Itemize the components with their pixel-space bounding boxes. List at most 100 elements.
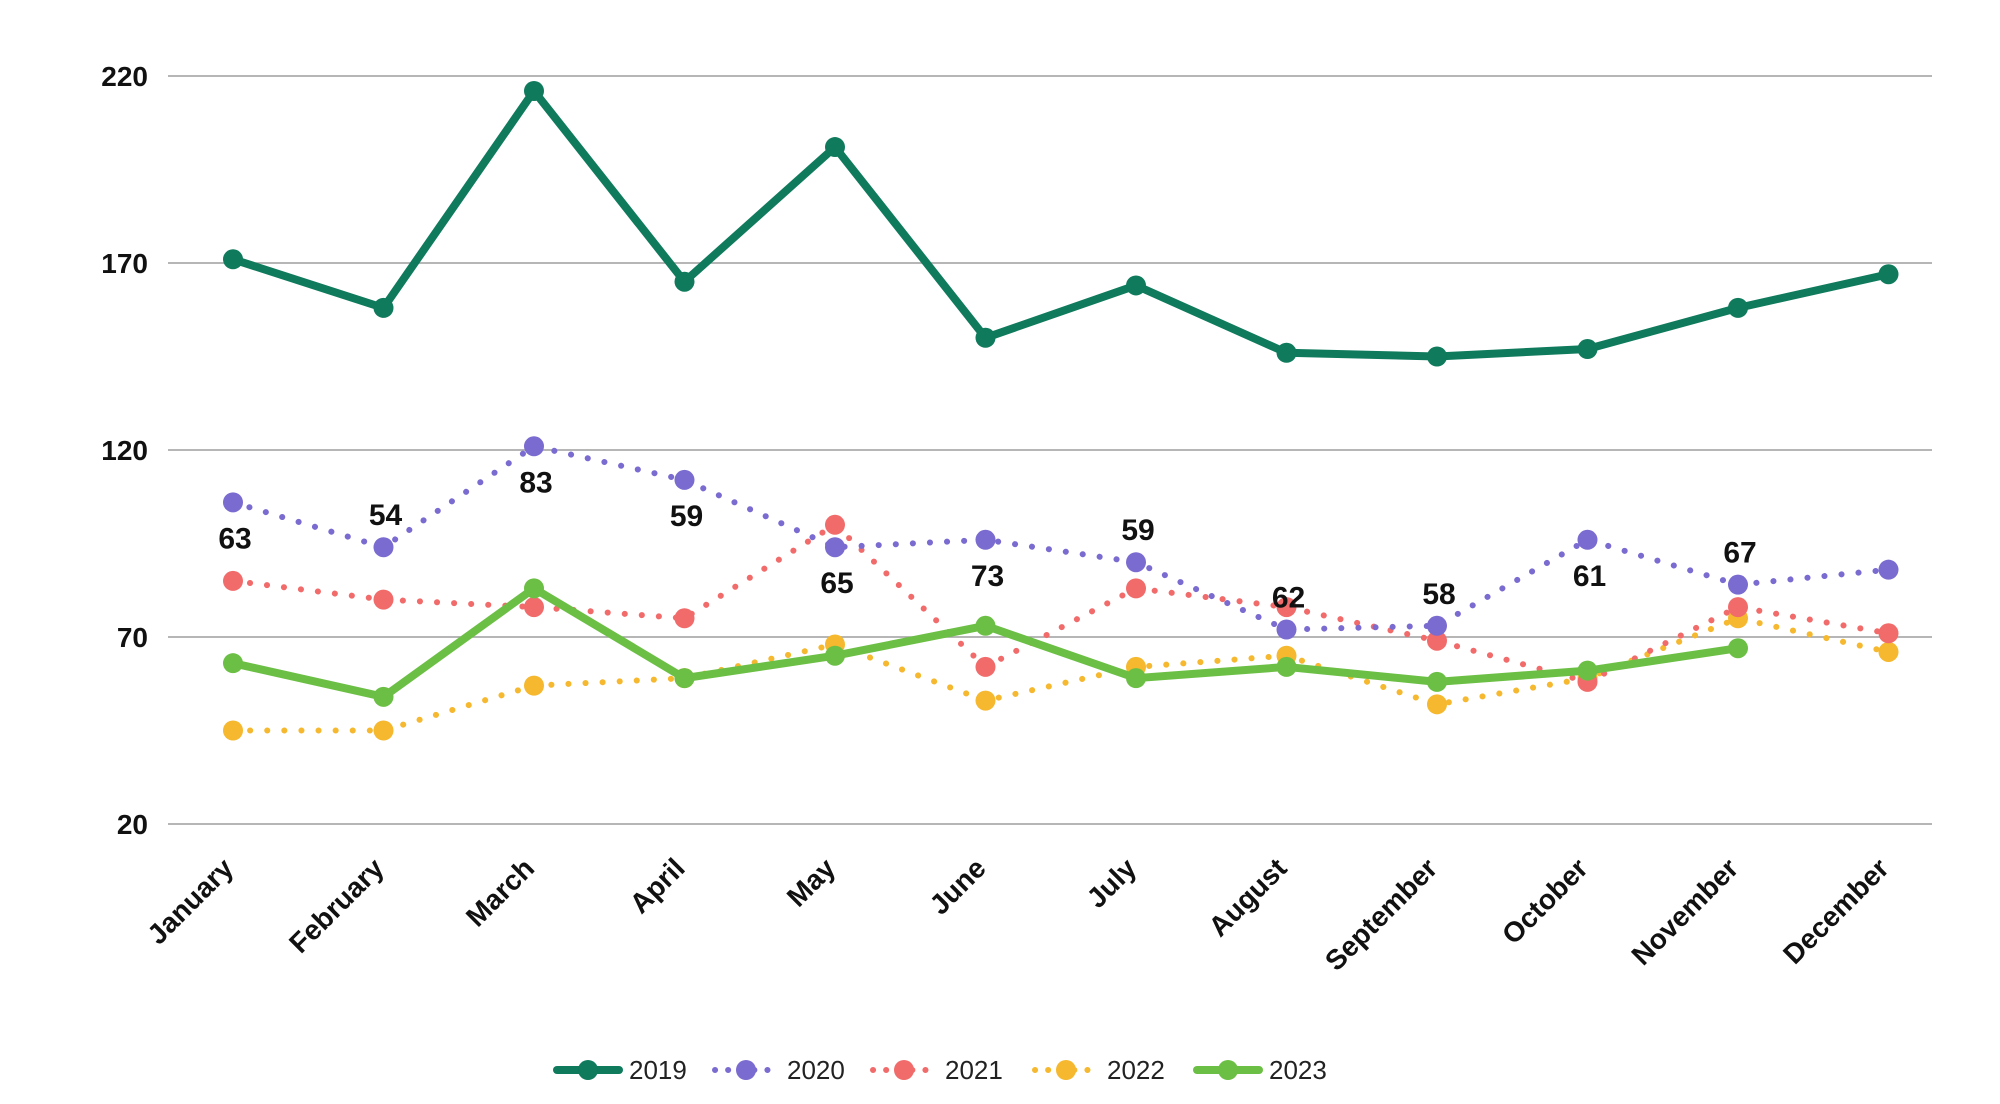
- legend-label: 2021: [945, 1055, 1003, 1085]
- data-point-2023: [1728, 638, 1748, 659]
- data-point-2021: [1276, 597, 1297, 618]
- data-point-2020: [825, 537, 845, 558]
- data-point-2021: [825, 514, 845, 535]
- data-point-2019: [1427, 346, 1447, 367]
- data-label: 54: [369, 499, 403, 532]
- legend-marker: [1056, 1060, 1076, 1080]
- data-label: 59: [1121, 514, 1154, 547]
- data-point-2022: [1427, 694, 1447, 715]
- x-category-label: August: [1203, 852, 1293, 942]
- data-point-2019: [1577, 339, 1598, 360]
- data-point-2019: [1276, 342, 1297, 363]
- data-point-2019: [975, 327, 996, 348]
- y-axis-tick-labels: 20 70 120 170 220: [101, 61, 148, 840]
- x-category-label: October: [1496, 852, 1594, 950]
- data-point-2019: [373, 297, 394, 318]
- series-line-2023: [229, 584, 1742, 701]
- data-label: 83: [519, 466, 552, 499]
- data-point-2022: [223, 720, 243, 741]
- legend-label: 2023: [1269, 1055, 1327, 1085]
- data-point-2022: [1878, 641, 1899, 662]
- data-label: 59: [670, 500, 703, 533]
- legend-label: 2019: [629, 1055, 687, 1085]
- data-label: 58: [1422, 578, 1455, 611]
- data-point-2019: [223, 249, 243, 270]
- data-point-2023: [1276, 656, 1297, 677]
- data-point-2023: [373, 686, 394, 707]
- series-line-2020: [230, 443, 1892, 633]
- series-2019: [223, 80, 1899, 367]
- data-point-2021: [1728, 597, 1748, 618]
- data-point-2019: [1878, 264, 1899, 285]
- x-category-label: March: [460, 852, 540, 932]
- legend-label: 2020: [787, 1055, 845, 1085]
- data-point-2022: [524, 675, 544, 696]
- data-point-2020: [223, 492, 243, 513]
- series-2020: [223, 436, 1899, 640]
- data-point-2019: [674, 271, 695, 292]
- y-tick-label: 120: [101, 435, 148, 466]
- x-category-label: January: [141, 852, 239, 950]
- x-category-label: July: [1081, 852, 1143, 914]
- data-point-2020: [1427, 615, 1447, 636]
- y-tick-label: 70: [117, 622, 148, 653]
- x-axis-category-labels: January February March April May June July Augu…: [141, 852, 1894, 977]
- data-label: 73: [971, 560, 1004, 593]
- data-point-2023: [1577, 660, 1598, 681]
- data-label: 67: [1723, 537, 1756, 570]
- data-label: 63: [218, 522, 251, 555]
- legend-item-2020: 2020: [712, 1055, 845, 1085]
- x-category-label: September: [1319, 852, 1443, 976]
- data-point-2020: [674, 469, 695, 490]
- data-point-2023: [1126, 668, 1146, 689]
- series-line-2019: [229, 86, 1893, 361]
- data-point-2019: [1126, 275, 1146, 296]
- legend-marker: [894, 1060, 914, 1080]
- data-point-2021: [1126, 578, 1146, 599]
- data-point-2019: [524, 80, 544, 101]
- x-category-label: February: [283, 852, 390, 959]
- data-point-2020: [975, 529, 996, 550]
- data-point-2022: [975, 690, 996, 711]
- series-2023: [223, 578, 1748, 707]
- data-point-2019: [825, 137, 845, 158]
- data-point-2023: [825, 645, 845, 666]
- data-point-2020: [1878, 559, 1899, 580]
- data-label: 61: [1573, 560, 1606, 593]
- data-label: 62: [1272, 582, 1305, 615]
- data-point-2023: [524, 578, 544, 599]
- x-category-label: December: [1777, 852, 1895, 970]
- data-point-2020: [1577, 529, 1598, 550]
- data-point-2020: [524, 436, 544, 457]
- data-point-2021: [373, 589, 394, 610]
- data-point-2020: [1276, 619, 1297, 640]
- legend-item-2019: 2019: [553, 1055, 687, 1085]
- data-label: 65: [820, 567, 853, 600]
- data-labels: 63 54 83 59 65 73 59 62 58 61 67: [218, 466, 1756, 614]
- data-point-2021: [524, 597, 544, 618]
- legend-marker: [1218, 1060, 1238, 1080]
- data-point-2019: [1728, 297, 1748, 318]
- data-point-2021: [975, 656, 996, 677]
- legend-item-2023: 2023: [1193, 1055, 1327, 1085]
- y-tick-label: 20: [117, 809, 148, 840]
- data-point-2023: [1427, 671, 1447, 692]
- x-category-label: April: [624, 852, 691, 919]
- legend-marker: [578, 1060, 598, 1080]
- data-point-2023: [223, 653, 243, 674]
- data-point-2021: [223, 570, 243, 591]
- series-line-2021: [230, 521, 1892, 685]
- legend-item-2022: 2022: [1032, 1055, 1165, 1085]
- x-category-label: November: [1625, 852, 1744, 971]
- legend-label: 2022: [1107, 1055, 1165, 1085]
- x-category-label: June: [924, 852, 992, 920]
- x-category-label: May: [781, 852, 842, 913]
- series-line-2022: [230, 615, 1892, 734]
- data-point-2023: [975, 615, 996, 636]
- data-point-2020: [1126, 552, 1146, 573]
- data-point-2021: [1427, 630, 1447, 651]
- legend-marker: [736, 1060, 756, 1080]
- y-tick-label: 220: [101, 61, 148, 92]
- gridlines: [168, 75, 1932, 825]
